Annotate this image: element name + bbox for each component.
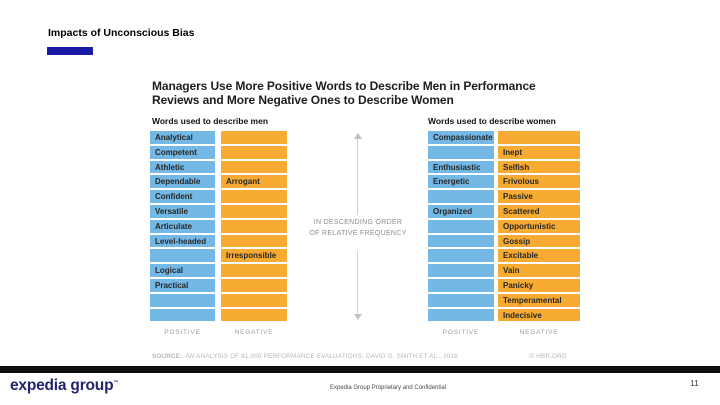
men-words-table: Analytical Competent Athletic Dependable… [150, 131, 287, 336]
order-annotation-line1: IN DESCENDING ORDER [313, 219, 403, 226]
word-cell: Practical [150, 278, 215, 292]
word-cell: Analytical [150, 131, 215, 144]
word-cell: Organized [428, 204, 494, 218]
men-positive-column: Analytical Competent Athletic Dependable… [150, 131, 215, 336]
word-cell: Athletic [150, 160, 215, 174]
word-cell: Inept [498, 145, 580, 159]
word-cell: Opportunistic [498, 219, 580, 233]
word-cell [221, 264, 287, 277]
word-cell: Level-headed [150, 234, 215, 248]
word-cell [428, 145, 494, 159]
word-cell [221, 145, 287, 159]
word-cell [221, 308, 287, 322]
divider-bar [0, 366, 720, 373]
slide-title: Impacts of Unconscious Bias [48, 27, 195, 39]
word-cell: Indecisive [498, 308, 580, 322]
word-cell [428, 219, 494, 233]
word-cell [150, 249, 215, 263]
word-cell: Confident [150, 190, 215, 203]
word-cell [428, 249, 494, 263]
expedia-group-logo: expedia group™ [10, 377, 118, 395]
positive-axis-label: POSITIVE [164, 329, 201, 337]
women-column-header: Words used to describe women [428, 116, 556, 126]
word-cell [428, 264, 494, 277]
chart-heading-line2: Reviews and More Negative Ones to Descri… [152, 93, 454, 107]
order-annotation-line2: OF RELATIVE FREQUENCY [309, 229, 407, 237]
word-cell: Dependable [150, 175, 215, 189]
source-detail: AN ANALYSIS OF 81,000 PERFORMANCE EVALUA… [185, 353, 458, 360]
title-accent-bar [47, 47, 93, 55]
word-cell [428, 278, 494, 292]
word-cell [150, 308, 215, 322]
word-cell [221, 160, 287, 174]
negative-axis-label: NEGATIVE [519, 329, 559, 337]
word-cell: Compassionate [428, 131, 494, 144]
word-cell: Enthusiastic [428, 160, 494, 174]
word-cell: Passive [498, 190, 580, 203]
order-annotation: IN DESCENDING ORDER OF RELATIVE FREQUENC… [296, 218, 420, 239]
word-cell [428, 293, 494, 307]
word-cell: Vain [498, 264, 580, 277]
word-cell: Energetic [428, 175, 494, 189]
arrow-down-icon [354, 314, 362, 320]
trademark-symbol: ™ [113, 379, 119, 386]
chart-heading-line1: Managers Use More Positive Words to Desc… [152, 79, 536, 93]
arrow-line [357, 251, 358, 314]
men-column-header: Words used to describe men [152, 116, 269, 126]
word-cell: Logical [150, 264, 215, 277]
word-cell [428, 308, 494, 322]
footer-note: Expedia Group Proprietary and Confidenti… [330, 385, 447, 391]
word-cell [428, 190, 494, 203]
word-cell: Versatile [150, 204, 215, 218]
positive-axis-label: POSITIVE [442, 329, 480, 337]
word-cell [221, 204, 287, 218]
page-number: 11 [690, 378, 699, 388]
women-words-table: Compassionate Enthusiastic Energetic Org… [428, 131, 580, 336]
word-cell [221, 219, 287, 233]
word-cell [221, 278, 287, 292]
word-cell: Scattered [498, 204, 580, 218]
word-cell: Gossip [498, 234, 580, 248]
women-negative-column: Inept Selfish Frivolous Passive Scattere… [498, 131, 580, 336]
word-cell: Irresponsible [221, 249, 287, 263]
word-cell [498, 131, 580, 144]
word-cell: Panicky [498, 278, 580, 292]
hbr-credit: © HBR.ORG [529, 353, 567, 360]
word-cell: Frivolous [498, 175, 580, 189]
word-cell: Articulate [150, 219, 215, 233]
word-cell [221, 190, 287, 203]
word-cell: Excitable [498, 249, 580, 263]
women-positive-column: Compassionate Enthusiastic Energetic Org… [428, 131, 494, 336]
men-negative-column: Arrogant Irresponsible NEGATIVE [221, 131, 287, 336]
source-label: SOURCE: [152, 353, 183, 360]
word-cell: Selfish [498, 160, 580, 174]
word-cell [221, 234, 287, 248]
negative-axis-label: NEGATIVE [234, 329, 274, 337]
source-row: SOURCE: AN ANALYSIS OF 81,000 PERFORMANCE… [152, 353, 567, 360]
source-text: SOURCE: AN ANALYSIS OF 81,000 PERFORMANCE… [152, 353, 458, 360]
chart-heading: Managers Use More Positive Words to Desc… [152, 79, 536, 107]
word-cell [428, 234, 494, 248]
word-cell [150, 293, 215, 307]
word-cell: Temperamental [498, 293, 580, 307]
word-cell: Arrogant [221, 175, 287, 189]
word-cell: Competent [150, 145, 215, 159]
arrow-up-icon [354, 133, 362, 139]
word-cell [221, 131, 287, 144]
logo-wordmark: expedia group [10, 377, 114, 394]
word-cell [221, 293, 287, 307]
arrow-line [357, 139, 358, 215]
